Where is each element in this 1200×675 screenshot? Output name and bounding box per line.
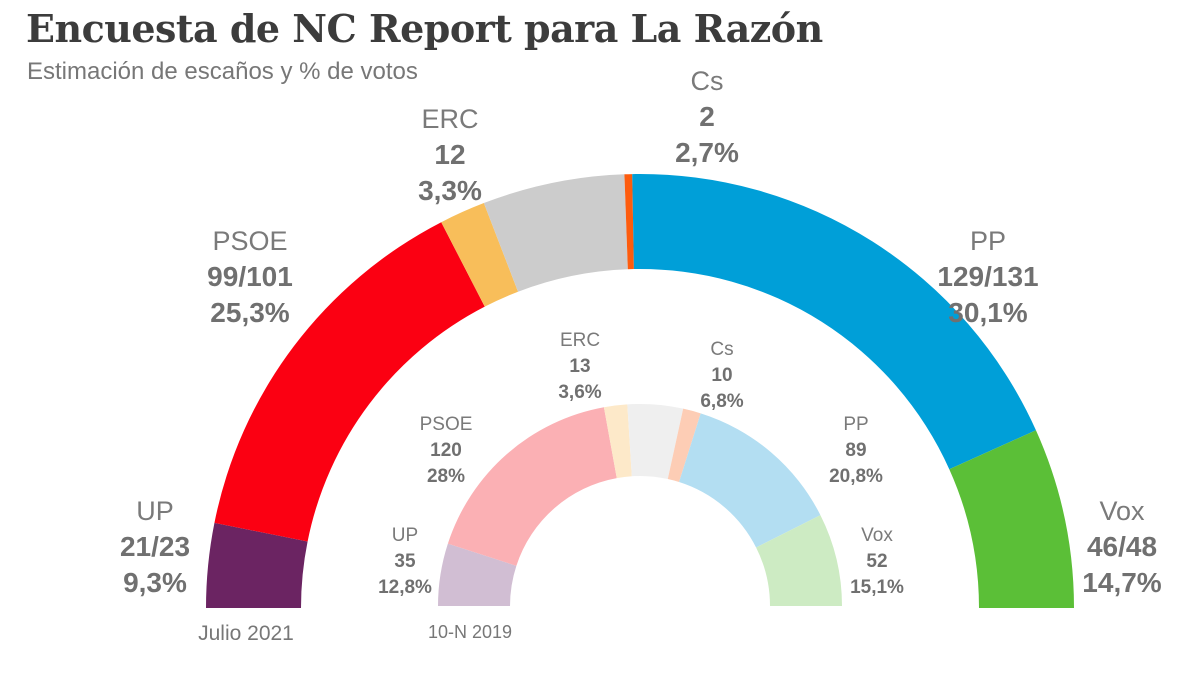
inner-up-vote-label: 12,8% (378, 577, 432, 598)
period-label-inner: 10-N 2019 (428, 622, 512, 642)
arc-outer-vox (949, 430, 1074, 608)
inner-vox-vote-label: 15,1% (850, 577, 904, 598)
arc-outer-up (206, 522, 308, 608)
outer-vox-seats-label: 46/48 (1087, 531, 1157, 562)
outer-up-seats-label: 21/23 (120, 531, 190, 562)
arc-inner-vox (756, 515, 842, 606)
outer-pp-vote-label: 30,1% (948, 297, 1027, 328)
inner-pp-party-name: PP (843, 414, 868, 435)
inner-psoe-party-name: PSOE (420, 414, 473, 435)
outer-erc-seats-label: 12 (434, 139, 465, 170)
inner-cs-vote-label: 6,8% (700, 391, 743, 412)
outer-pp-party-name: PP (970, 226, 1006, 256)
outer-up-vote-label: 9,3% (123, 567, 187, 598)
arc-outer-otros (483, 174, 628, 292)
inner-erc-vote-label: 3,6% (558, 382, 601, 403)
inner-up-seats-label: 35 (394, 551, 416, 572)
segment-labels: UP 21/23 9,3% PSOE 99/101 25,3% ERC 12 3,3% Cs 2 2,… (120, 66, 1162, 598)
outer-erc-vote-label: 3,3% (418, 175, 482, 206)
inner-up-party-name: UP (392, 525, 418, 546)
arc-outer-erc (441, 203, 519, 307)
inner-cs-seats-label: 10 (711, 365, 732, 386)
inner-erc-seats-label: 13 (569, 356, 590, 377)
inner-vox-seats-label: 52 (866, 551, 887, 572)
chart-title: Encuesta de NC Report para La Razón (26, 6, 823, 51)
inner-vox-party-name: Vox (861, 525, 893, 546)
period-label-outer: Julio 2021 (198, 622, 294, 645)
inner-psoe-vote-label: 28% (427, 466, 465, 487)
outer-psoe-vote-label: 25,3% (210, 297, 289, 328)
inner-pp-vote-label: 20,8% (829, 466, 883, 487)
arc-inner-psoe (447, 407, 617, 566)
arc-inner-cs (667, 408, 701, 483)
outer-vox-party-name: Vox (1099, 496, 1145, 526)
arc-outer-pp (632, 174, 1036, 470)
arc-outer-cs (624, 174, 634, 270)
outer-cs-vote-label: 2,7% (675, 137, 739, 168)
arc-inner-pp (679, 413, 821, 548)
chart-subtitle: Estimación de escaños y % de votos (27, 58, 418, 85)
inner-cs-party-name: Cs (710, 339, 733, 360)
inner-erc-party-name: ERC (560, 330, 600, 351)
outer-up-party-name: UP (136, 496, 174, 526)
outer-cs-seats-label: 2 (699, 101, 715, 132)
outer-erc-party-name: ERC (421, 104, 478, 134)
arc-outer-psoe (214, 222, 485, 542)
outer-cs-party-name: Cs (691, 66, 724, 96)
inner-psoe-seats-label: 120 (430, 440, 462, 461)
arc-inner-erc (603, 404, 632, 479)
inner-pp-seats-label: 89 (845, 440, 866, 461)
outer-pp-seats-label: 129/131 (937, 261, 1038, 292)
outer-vox-vote-label: 14,7% (1082, 567, 1161, 598)
outer-psoe-party-name: PSOE (212, 226, 287, 256)
arc-segments (206, 174, 1074, 608)
arc-inner-up (438, 543, 517, 606)
arc-inner-otros (627, 404, 684, 480)
outer-psoe-seats-label: 99/101 (207, 261, 293, 292)
